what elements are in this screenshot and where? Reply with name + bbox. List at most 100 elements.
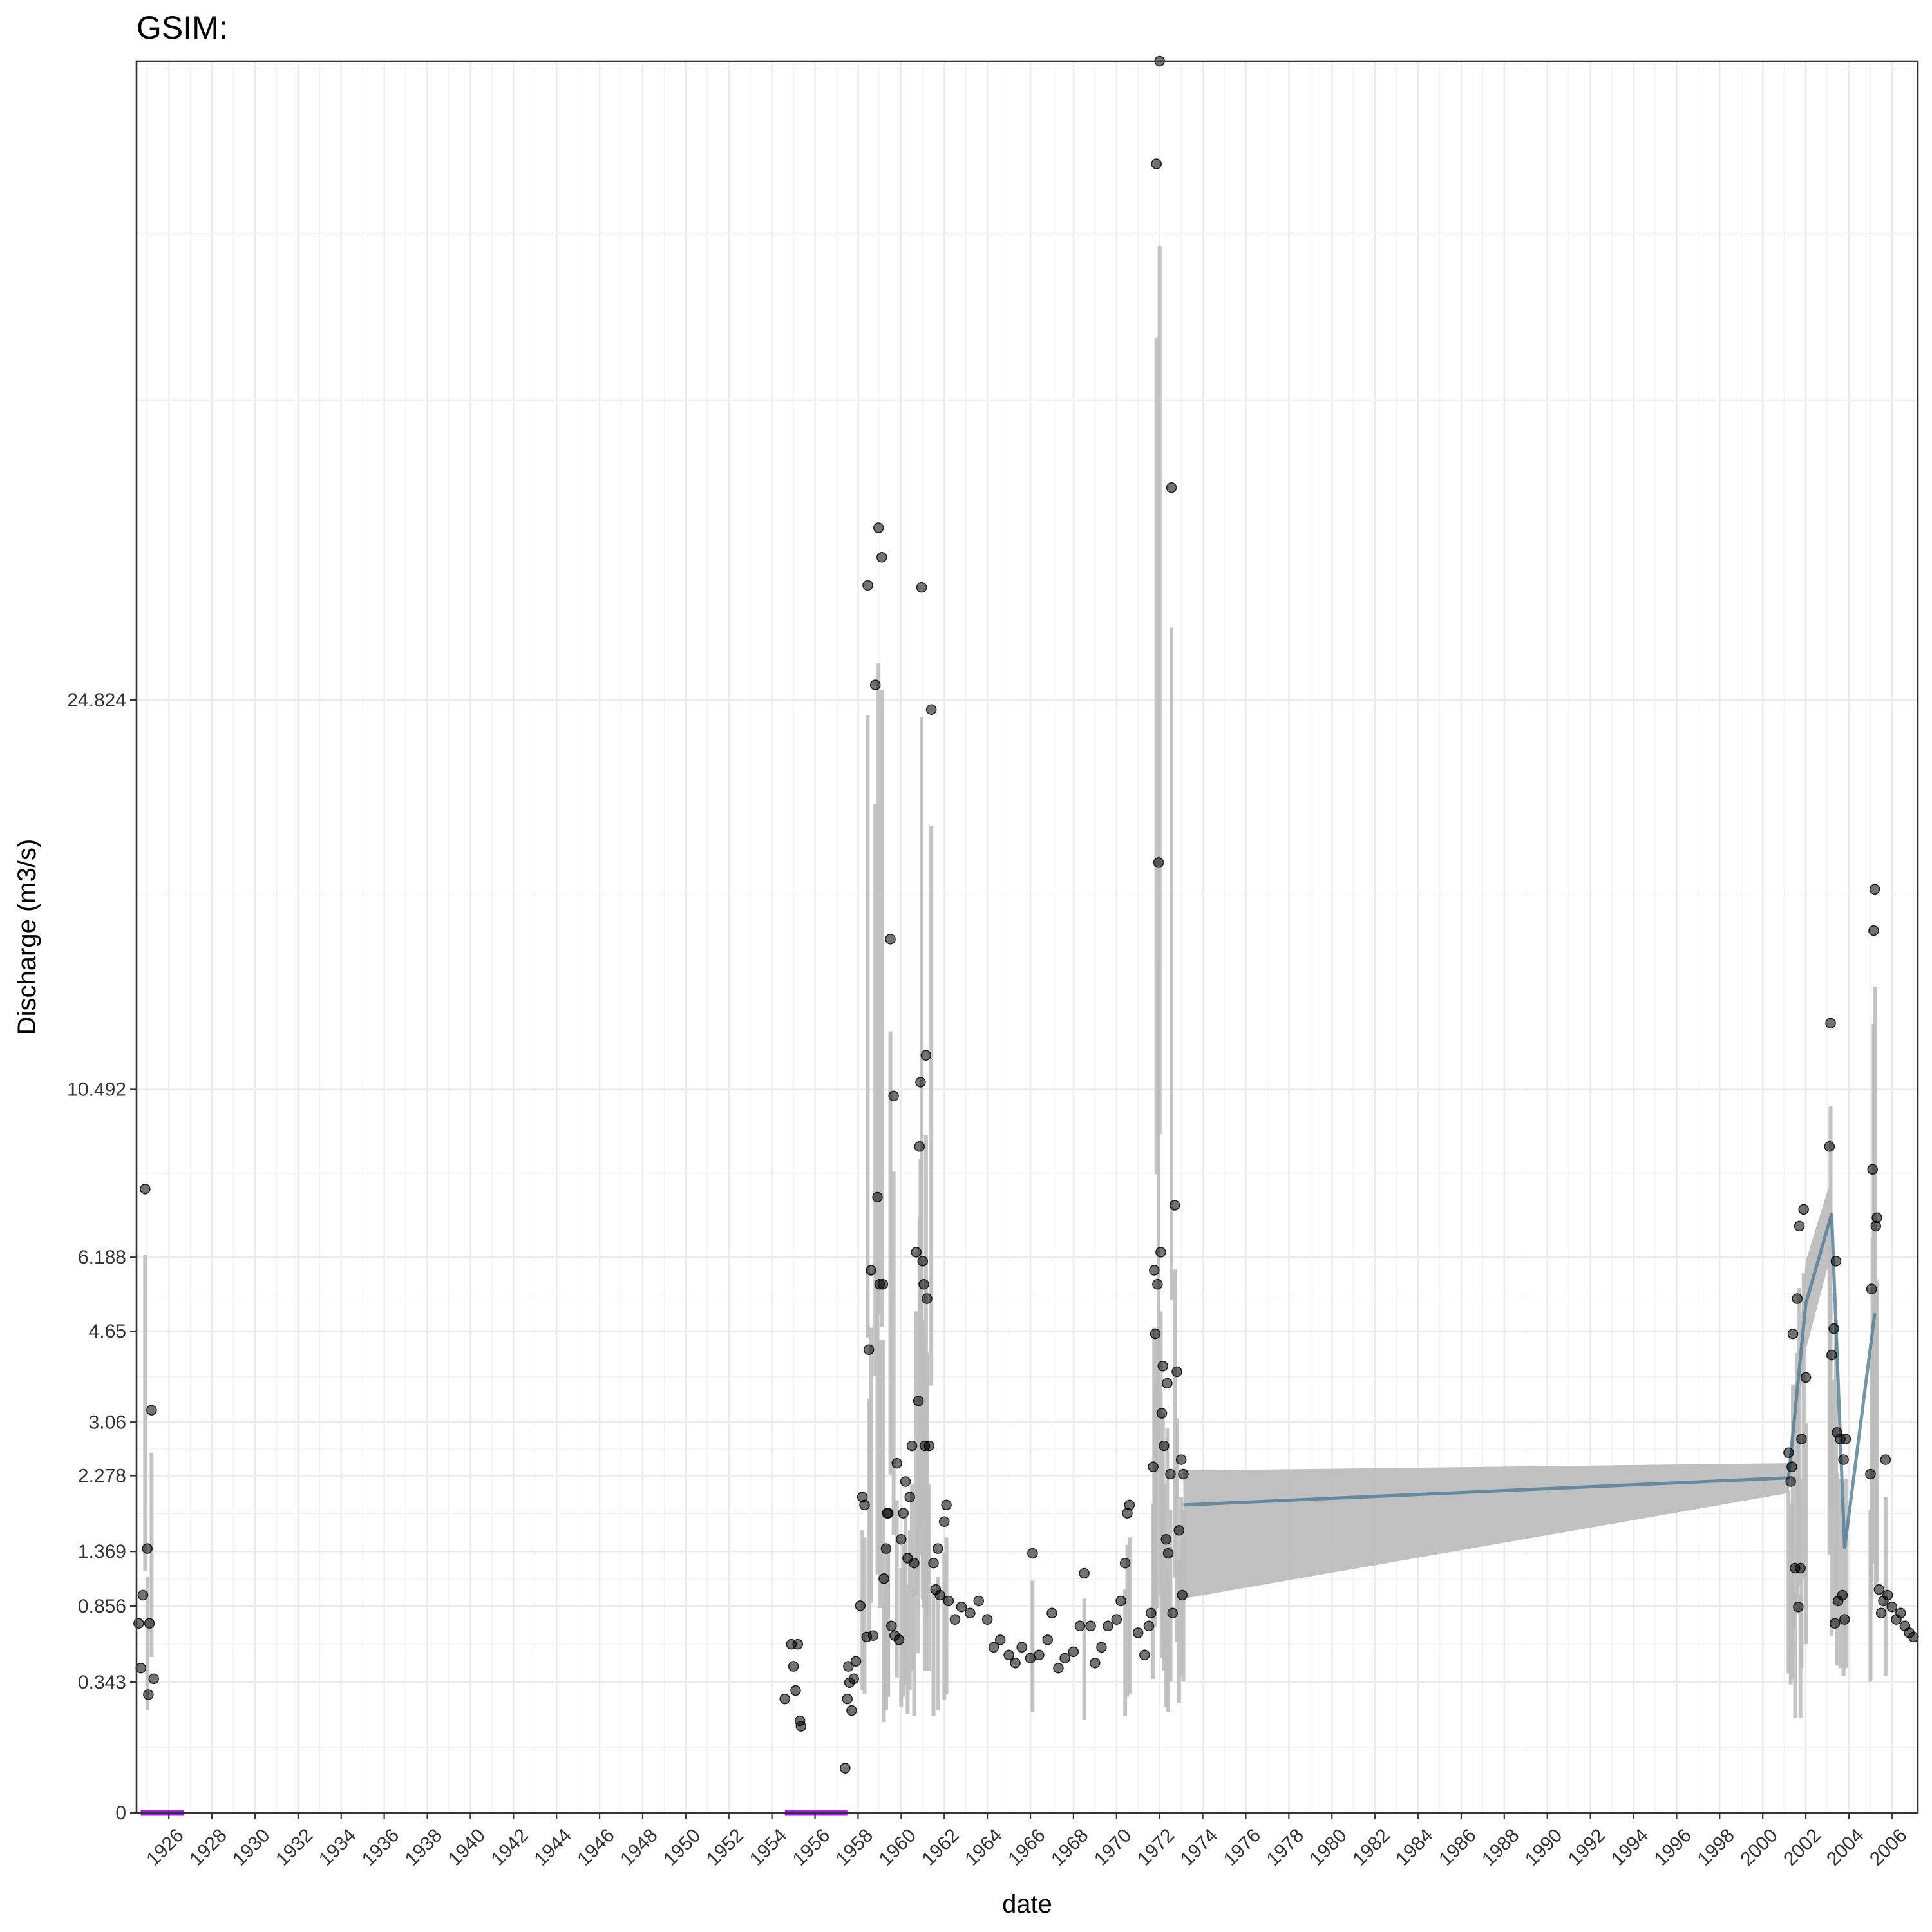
data-point [842,1693,853,1705]
data-point [941,1499,952,1511]
data-point [1074,1620,1086,1632]
data-point [886,1620,897,1632]
data-point [878,1573,889,1584]
data-point [1139,1649,1150,1660]
data-point [1167,1607,1179,1619]
x-tick-label: 1968 [1047,1824,1093,1870]
data-point [1150,1328,1161,1340]
x-tick-label: 1986 [1435,1824,1481,1870]
data-point [1794,1220,1805,1232]
data-point [792,1638,804,1650]
data-point [1875,1607,1887,1619]
x-tick-label: 1964 [961,1824,1007,1870]
x-tick-label: 1958 [832,1824,878,1870]
data-point [1003,1649,1014,1660]
data-point [893,1634,905,1645]
x-tick-label: 1940 [444,1824,490,1870]
data-point [1839,1614,1850,1625]
data-point [144,1618,155,1629]
data-point [1837,1589,1848,1601]
data-point [1175,1454,1187,1465]
data-point [1042,1634,1054,1645]
data-point [913,1396,924,1406]
data-point [142,1543,153,1554]
x-tick-label: 1996 [1651,1824,1696,1870]
data-point [872,1191,883,1203]
data-point [1795,1562,1806,1574]
data-point [880,1543,892,1554]
x-axis-ticks: 1926192819301932193419361938194019421944… [142,1813,1911,1870]
data-point [135,1662,146,1674]
data-point [1016,1642,1027,1653]
data-point [1800,1372,1812,1383]
y-axis-label: Discharge (m3/s) [13,839,41,1036]
data-point [1148,1461,1159,1472]
y-tick-label: 6.188 [78,1247,126,1268]
data-point [916,582,927,593]
data-point [1785,1476,1796,1487]
data-point [1166,482,1177,493]
data-point [1152,1278,1163,1290]
data-point [1059,1653,1070,1663]
data-point [1151,158,1162,169]
x-tick-label: 1926 [142,1824,188,1870]
x-tick-label: 1990 [1521,1824,1567,1870]
data-point [1027,1548,1038,1559]
data-point [140,1184,151,1195]
data-point [1160,1533,1171,1545]
panel-border [135,60,1919,1814]
data-point [1838,1454,1849,1465]
data-point [1826,1349,1837,1361]
x-tick-label: 1984 [1392,1824,1437,1870]
data-point [1119,1557,1131,1569]
data-point [1796,1434,1807,1444]
data-point [1162,1548,1174,1559]
x-tick-label: 2004 [1823,1824,1868,1870]
x-tick-label: 1988 [1478,1824,1524,1870]
data-point [906,1440,918,1452]
y-tick-label: 3.06 [89,1412,126,1433]
data-point [900,1476,911,1487]
data-point [866,1265,876,1276]
data-point [918,1278,929,1290]
data-point [904,1492,915,1502]
data-point [146,1405,157,1416]
x-tick-label: 1942 [487,1824,533,1870]
data-point [922,1293,933,1304]
y-tick-label: 0.856 [78,1596,126,1617]
data-point [1157,1361,1168,1372]
data-point [965,1607,976,1619]
data-point [973,1595,984,1607]
x-tick-label: 1978 [1262,1824,1308,1870]
data-point [885,934,896,945]
data-point [1053,1662,1064,1674]
data-point [779,1693,790,1705]
x-tick-label: 1962 [918,1824,963,1870]
data-point [1034,1649,1045,1660]
data-point [1886,1601,1898,1613]
data-point [1869,884,1880,895]
data-point [994,1634,1006,1645]
data-point [1786,1461,1797,1472]
data-point [1169,1200,1180,1211]
data-point [855,1600,866,1611]
x-tick-label: 1938 [401,1824,447,1870]
data-point [1868,925,1879,936]
data-point [1783,1447,1794,1458]
x-tick-label: 1956 [789,1824,835,1870]
x-tick-label: 1948 [616,1824,662,1870]
data-point [956,1601,967,1613]
data-point [938,1516,950,1528]
data-point [137,1589,149,1601]
data-point [981,1614,993,1625]
data-point [1165,1468,1176,1480]
data-point [934,1589,945,1601]
data-point [133,1618,144,1629]
data-point [1830,1256,1842,1267]
x-tick-label: 1936 [358,1824,404,1870]
data-point [909,1557,920,1569]
y-tick-label: 0 [115,1803,126,1824]
data-point [1046,1607,1057,1619]
data-point [1149,1265,1160,1276]
